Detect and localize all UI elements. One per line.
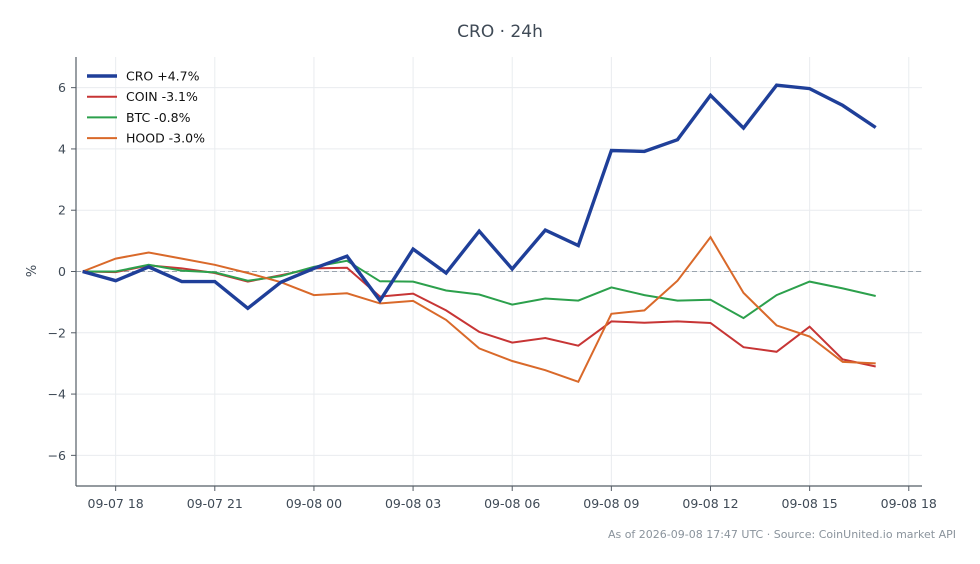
legend-label: CRO +4.7% (126, 69, 200, 84)
legend-label: HOOD -3.0% (126, 131, 205, 146)
legend-item-btc: BTC -0.8% (87, 110, 191, 125)
legend: CRO +4.7% COIN -3.1% BTC -0.8% HOOD -3.0% (87, 69, 205, 146)
x-tick-label: 09-07 21 (187, 496, 243, 511)
x-tick-label: 09-08 03 (385, 496, 441, 511)
legend-label: COIN -3.1% (126, 89, 198, 104)
legend-item-hood: HOOD -3.0% (87, 131, 205, 146)
x-ticks: 09-07 18 09-07 21 09-08 00 09-08 03 09-08 06… (88, 486, 937, 511)
y-tick-label: 0 (58, 264, 66, 279)
y-ticks: −6 −4 −2 0 2 4 6 (48, 80, 76, 463)
y-tick-label: 6 (58, 80, 66, 95)
y-tick-label: 4 (58, 141, 66, 156)
source-footer: As of 2026-09-08 17:47 UTC · Source: Coi… (608, 528, 956, 541)
x-tick-label: 09-08 15 (782, 496, 838, 511)
series-line-hood (82, 235, 876, 384)
legend-label: BTC -0.8% (126, 110, 191, 125)
legend-item-cro: CRO +4.7% (87, 69, 200, 84)
x-tick-label: 09-08 12 (682, 496, 738, 511)
x-tick-label: 09-08 09 (583, 496, 639, 511)
y-tick-label: −6 (48, 448, 66, 463)
y-tick-label: 2 (58, 203, 66, 218)
series-line-cro (82, 83, 877, 311)
y-tick-label: −2 (48, 325, 66, 340)
y-tick-label: −4 (48, 387, 66, 402)
x-tick-label: 09-08 06 (484, 496, 540, 511)
x-tick-label: 09-08 18 (881, 496, 937, 511)
legend-item-coin: COIN -3.1% (87, 89, 198, 104)
x-tick-label: 09-08 00 (286, 496, 342, 511)
series-line-btc (82, 259, 876, 320)
chart-title: CRO · 24h (457, 22, 543, 42)
series-layer (82, 83, 877, 384)
x-tick-label: 09-07 18 (88, 496, 144, 511)
y-axis-label: % (25, 265, 40, 277)
